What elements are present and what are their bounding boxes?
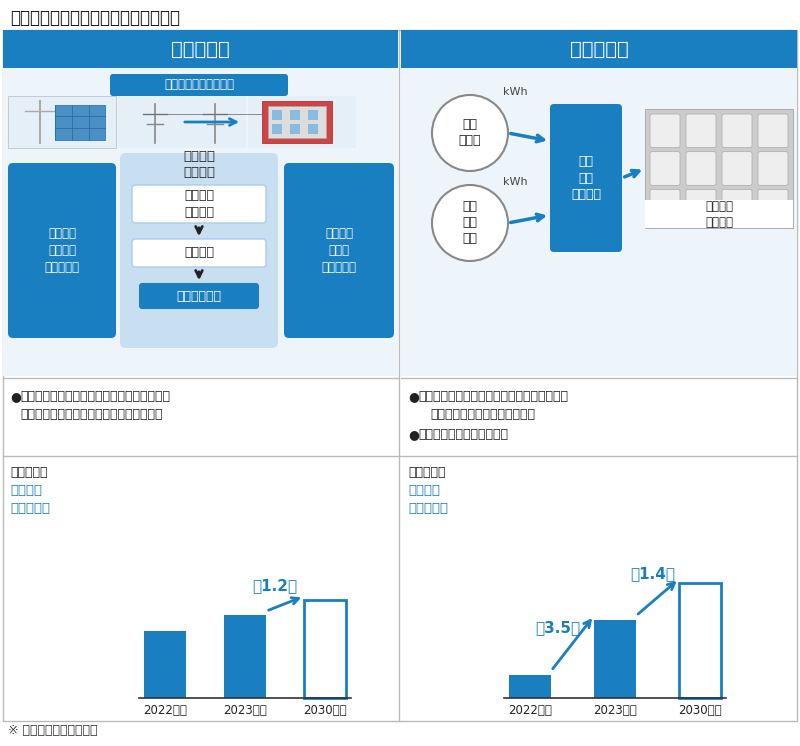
FancyBboxPatch shape	[308, 110, 318, 120]
Text: 約1.4倍: 約1.4倍	[630, 566, 675, 581]
Text: 継続的に: 継続的に	[10, 484, 42, 497]
Text: 電力会社の送配電設備: 電力会社の送配電設備	[164, 78, 234, 92]
Text: 大型蓄電
システム: 大型蓄電 システム	[705, 199, 733, 228]
Text: 市場見通し: 市場見通し	[10, 466, 47, 479]
Text: 再エネ発電大量導入により、受給バランスを: 再エネ発電大量導入により、受給バランスを	[418, 390, 568, 403]
Text: ※ 市場見通しは当社予測: ※ 市場見通しは当社予測	[8, 724, 98, 736]
FancyBboxPatch shape	[594, 620, 636, 698]
Text: 補助金により急激に伸長中: 補助金により急激に伸長中	[418, 428, 508, 441]
FancyBboxPatch shape	[308, 124, 318, 134]
Text: 系統蓄電池: 系統蓄電池	[570, 40, 628, 58]
Text: カーボンニュートラル関連商談の概要: カーボンニュートラル関連商談の概要	[10, 9, 180, 27]
Text: 2030年度: 2030年度	[678, 703, 722, 716]
Text: 約3.5倍: 約3.5倍	[535, 620, 580, 635]
FancyBboxPatch shape	[679, 583, 721, 698]
FancyBboxPatch shape	[304, 601, 346, 698]
Text: 他の場所
にある
需要家施設: 他の場所 にある 需要家施設	[322, 227, 357, 274]
FancyBboxPatch shape	[758, 114, 788, 148]
Text: 最適
運用
システム: 最適 運用 システム	[571, 155, 601, 201]
Text: 継続的に: 継続的に	[408, 484, 440, 497]
Text: ●: ●	[10, 390, 21, 403]
FancyBboxPatch shape	[650, 151, 680, 185]
Circle shape	[432, 185, 508, 261]
FancyBboxPatch shape	[645, 200, 793, 228]
FancyBboxPatch shape	[550, 104, 622, 252]
FancyBboxPatch shape	[509, 675, 551, 698]
FancyBboxPatch shape	[650, 114, 680, 148]
FancyBboxPatch shape	[144, 631, 186, 698]
FancyBboxPatch shape	[758, 151, 788, 185]
FancyBboxPatch shape	[284, 163, 394, 338]
FancyBboxPatch shape	[248, 96, 356, 148]
Text: を中心に需要家の太陽光発電導入が拡大中: を中心に需要家の太陽光発電導入が拡大中	[20, 408, 162, 421]
Text: ●: ●	[408, 428, 419, 441]
FancyBboxPatch shape	[401, 30, 797, 68]
Text: ●: ●	[408, 390, 419, 403]
FancyBboxPatch shape	[139, 283, 259, 309]
FancyBboxPatch shape	[686, 114, 716, 148]
FancyBboxPatch shape	[3, 30, 398, 68]
Text: 需要予測
発電予測: 需要予測 発電予測	[184, 189, 214, 219]
Text: 約1.2倍: 約1.2倍	[253, 578, 298, 593]
Text: 2022年度: 2022年度	[508, 703, 552, 716]
Text: 市場見通し: 市場見通し	[408, 466, 446, 479]
Text: 市場拡大中: 市場拡大中	[408, 502, 448, 515]
FancyBboxPatch shape	[262, 101, 332, 143]
FancyBboxPatch shape	[401, 68, 797, 376]
FancyBboxPatch shape	[272, 110, 282, 120]
FancyBboxPatch shape	[132, 185, 266, 223]
Text: 市場拡大中: 市場拡大中	[10, 502, 50, 515]
Text: 需給
調整
市場: 需給 調整 市場	[462, 201, 478, 245]
Text: 自己託送
システム: 自己託送 システム	[183, 151, 215, 180]
FancyBboxPatch shape	[686, 189, 716, 223]
FancyBboxPatch shape	[290, 110, 300, 120]
FancyBboxPatch shape	[650, 189, 680, 223]
Text: kWh: kWh	[503, 87, 528, 97]
Text: カーボンニュートラル達成のため、自家消費: カーボンニュートラル達成のため、自家消費	[20, 390, 170, 403]
Text: kWh: kWh	[503, 177, 528, 187]
FancyBboxPatch shape	[722, 151, 752, 185]
FancyBboxPatch shape	[290, 124, 300, 134]
FancyBboxPatch shape	[272, 124, 282, 134]
FancyBboxPatch shape	[8, 96, 116, 148]
Text: 2030年度: 2030年度	[303, 703, 347, 716]
FancyBboxPatch shape	[758, 189, 788, 223]
Text: 計画申請: 計画申請	[184, 246, 214, 260]
Circle shape	[432, 95, 508, 171]
FancyBboxPatch shape	[224, 615, 266, 698]
FancyBboxPatch shape	[686, 151, 716, 185]
Text: 電力広域機関: 電力広域機関	[177, 289, 222, 302]
Text: 維持する系統蓄電池の導入開始: 維持する系統蓄電池の導入開始	[430, 408, 535, 421]
FancyBboxPatch shape	[110, 74, 288, 96]
Text: 需要家の
保有する
再エネ設備: 需要家の 保有する 再エネ設備	[45, 227, 79, 274]
FancyBboxPatch shape	[645, 109, 793, 228]
Text: 再エネ活用: 再エネ活用	[170, 40, 230, 58]
Text: 2023年度: 2023年度	[593, 703, 637, 716]
FancyBboxPatch shape	[55, 105, 105, 140]
Text: 2022年度: 2022年度	[143, 703, 187, 716]
FancyBboxPatch shape	[722, 189, 752, 223]
FancyBboxPatch shape	[8, 163, 116, 338]
FancyBboxPatch shape	[3, 68, 398, 376]
FancyBboxPatch shape	[722, 114, 752, 148]
Text: 電力
卵市場: 電力 卵市場	[458, 119, 482, 148]
FancyBboxPatch shape	[132, 239, 266, 267]
FancyBboxPatch shape	[268, 106, 326, 138]
Text: 2023年度: 2023年度	[223, 703, 267, 716]
FancyBboxPatch shape	[120, 153, 278, 348]
FancyBboxPatch shape	[118, 96, 246, 148]
